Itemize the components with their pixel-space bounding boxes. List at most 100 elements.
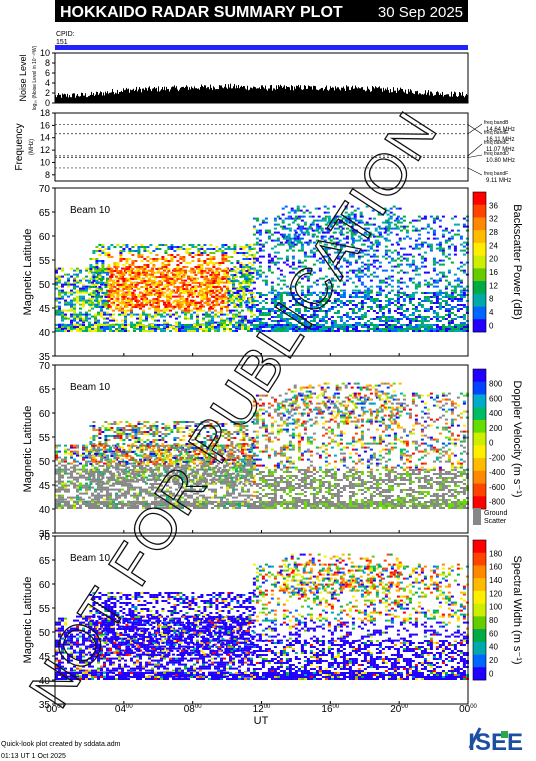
radar-cell [157, 328, 160, 330]
radar-cell [157, 267, 160, 270]
radar-cell [297, 302, 301, 304]
radar-cell [351, 312, 355, 314]
radar-cell [79, 330, 82, 332]
radar-cell [67, 476, 70, 479]
radar-cell [435, 279, 439, 282]
radar-cell [342, 215, 346, 218]
radar-cell [360, 306, 364, 308]
radar-cell [191, 300, 195, 302]
radar-cell [148, 273, 151, 276]
radar-cell [67, 484, 70, 487]
radar-cell [224, 248, 228, 250]
radar-cell [98, 244, 102, 246]
radar-cell [202, 328, 205, 330]
radar-cell [369, 289, 373, 292]
radar-cell [58, 330, 61, 332]
radar-cell [70, 275, 73, 278]
radar-cell [88, 324, 91, 326]
radar-cell [300, 304, 304, 306]
radar-cell [438, 263, 442, 266]
radar-cell [426, 281, 430, 284]
radar-cell [58, 476, 61, 479]
radar-cell [97, 494, 100, 497]
radar-cell [346, 326, 349, 328]
radar-cell [188, 278, 192, 280]
radar-cell [169, 324, 172, 326]
radar-cell [292, 328, 295, 330]
radar-cell [76, 484, 79, 487]
radar-cell [366, 269, 370, 272]
radar-cell [360, 281, 364, 284]
radar-cell [276, 251, 280, 254]
radar-cell [345, 241, 349, 244]
radar-cell [173, 276, 177, 278]
radar-cell [385, 326, 388, 328]
radar-cell [363, 253, 367, 256]
radar-cell [164, 264, 168, 266]
radar-cell [137, 272, 141, 274]
radar-cell [163, 301, 166, 304]
radar-cell [345, 265, 349, 268]
radar-cell [362, 243, 366, 246]
radar-cell [106, 311, 109, 314]
radar-cell [137, 266, 141, 268]
radar-cell [435, 294, 439, 296]
radar-cell [368, 231, 372, 234]
radar-cell [70, 293, 73, 296]
radar-cell [67, 328, 70, 330]
radar-cell [338, 239, 342, 242]
radar-cell [287, 243, 291, 246]
radar-cell [381, 314, 385, 316]
radar-cell [312, 306, 316, 308]
radar-cell [79, 315, 82, 318]
radar-cell [333, 289, 337, 292]
frequency-ylabel: Frequency [14, 123, 25, 170]
radar-cell [73, 315, 76, 318]
radar-cell [224, 298, 228, 300]
radar-cell [61, 328, 64, 330]
radar-cell [121, 307, 124, 310]
radar-cell [360, 314, 364, 316]
radar-cell [58, 456, 61, 459]
radar-cell [279, 257, 283, 260]
radar-cell [459, 249, 463, 252]
radar-cell [166, 326, 169, 328]
radar-cell [353, 217, 357, 220]
radar-cell [276, 320, 280, 322]
colorbar-segment [473, 204, 486, 218]
radar-cell [297, 215, 301, 218]
radar-cell [408, 300, 412, 302]
radar-cell [291, 263, 295, 266]
radar-cell [145, 303, 148, 306]
colorbar-segment [473, 217, 486, 231]
radar-cell [339, 233, 343, 236]
radar-cell [423, 215, 427, 218]
radar-cell [64, 490, 67, 493]
radar-cell [291, 255, 295, 258]
radar-cell [264, 229, 268, 232]
radar-cell [336, 310, 340, 312]
radar-cell [113, 270, 117, 272]
radar-cell [284, 241, 288, 244]
radar-cell [58, 328, 61, 330]
radar-cell [58, 486, 61, 489]
radar-cell [426, 298, 430, 300]
radar-cell [115, 328, 118, 330]
radar-cell [395, 241, 399, 244]
radar-cell [384, 249, 388, 252]
radar-cell [184, 269, 187, 272]
radar-cell [125, 300, 129, 302]
radar-cell [179, 286, 183, 288]
radar-cell [414, 285, 418, 288]
radar-cell [435, 291, 439, 294]
radar-cell [456, 294, 460, 296]
radar-cell [294, 302, 298, 304]
radar-cell [450, 261, 454, 264]
radar-cell [408, 294, 412, 296]
radar-cell [318, 300, 322, 302]
radar-cell [82, 319, 85, 322]
radar-cell [116, 292, 120, 294]
radar-cell [229, 319, 232, 322]
radar-cell [423, 308, 427, 310]
radar-cell [456, 233, 460, 236]
